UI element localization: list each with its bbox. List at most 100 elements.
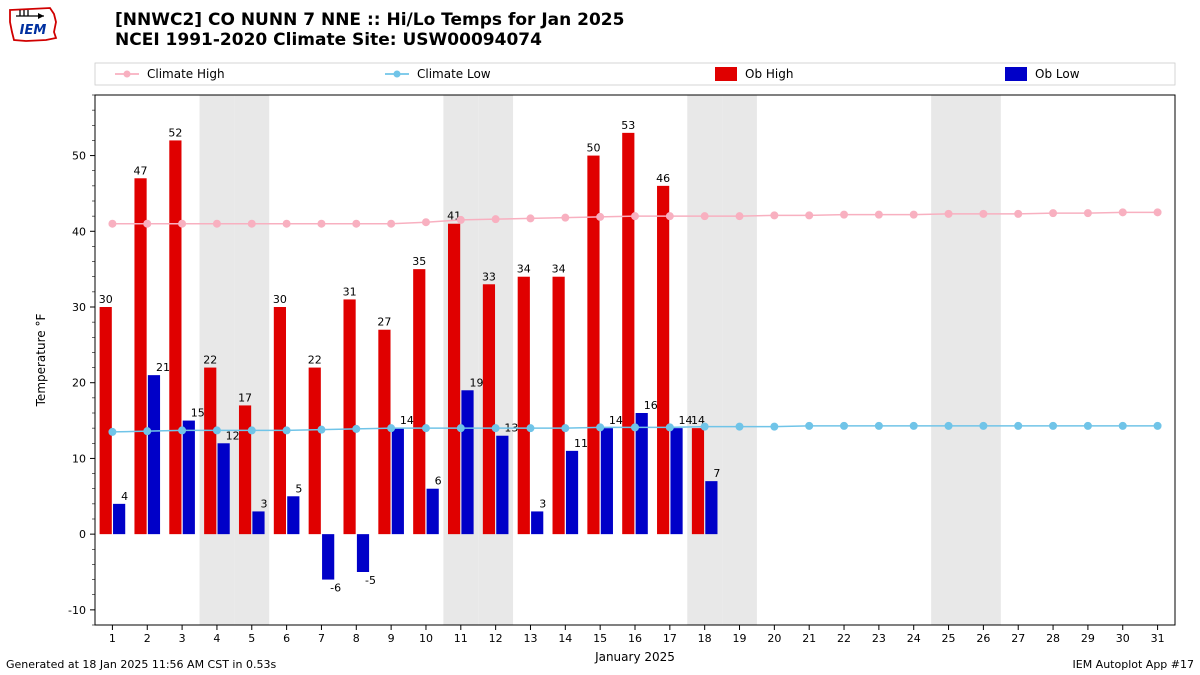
ob-high-label: 31 <box>343 285 357 298</box>
climate-high-marker <box>1154 209 1161 216</box>
svg-text:4: 4 <box>213 632 220 645</box>
ob-low-bar <box>322 534 334 579</box>
legend-ob-low: Ob Low <box>1035 67 1080 81</box>
climate-low-marker <box>283 427 290 434</box>
ob-low-label: 5 <box>295 482 302 495</box>
ob-high-bar <box>169 140 181 534</box>
ob-high-bar <box>343 299 355 534</box>
climate-low-marker <box>144 428 151 435</box>
climate-low-marker <box>945 422 952 429</box>
ob-low-bar <box>357 534 369 572</box>
climate-high-marker <box>457 216 464 223</box>
climate-high-marker <box>841 211 848 218</box>
climate-high-marker <box>910 211 917 218</box>
ob-low-label: 11 <box>574 437 588 450</box>
ob-high-label: 34 <box>517 263 531 276</box>
ob-low-label: 3 <box>260 497 267 510</box>
ob-high-label: 46 <box>656 172 670 185</box>
climate-low-marker <box>1084 422 1091 429</box>
ob-high-bar <box>622 133 634 534</box>
climate-high-marker <box>701 213 708 220</box>
svg-text:31: 31 <box>1151 632 1165 645</box>
ob-high-bar <box>378 330 390 534</box>
svg-text:30: 30 <box>1116 632 1130 645</box>
ob-high-bar <box>134 178 146 534</box>
legend-climate-low: Climate Low <box>417 67 491 81</box>
climate-low-marker <box>213 427 220 434</box>
svg-text:28: 28 <box>1046 632 1060 645</box>
ob-high-label: 50 <box>586 142 600 155</box>
svg-text:21: 21 <box>802 632 816 645</box>
ob-low-bar <box>183 421 195 535</box>
climate-low-marker <box>875 422 882 429</box>
ob-low-bar <box>461 390 473 534</box>
y-axis-label: Temperature °F <box>34 314 48 408</box>
climate-high-marker <box>980 210 987 217</box>
climate-high-marker <box>632 213 639 220</box>
climate-low-marker <box>771 423 778 430</box>
climate-high-marker <box>283 220 290 227</box>
ob-low-bar <box>252 511 264 534</box>
ob-high-label: 47 <box>134 164 148 177</box>
svg-text:19: 19 <box>733 632 747 645</box>
ob-high-label: 35 <box>412 255 426 268</box>
climate-low-marker <box>318 426 325 433</box>
ob-low-bar <box>148 375 160 534</box>
climate-low-marker <box>980 422 987 429</box>
ob-high-label: 17 <box>238 391 252 404</box>
climate-low-marker <box>562 425 569 432</box>
ob-high-label: 53 <box>621 119 635 132</box>
ob-low-label: -5 <box>365 574 376 587</box>
ob-high-bar <box>204 368 216 535</box>
svg-text:29: 29 <box>1081 632 1095 645</box>
climate-high-marker <box>736 213 743 220</box>
temperature-chart: -100102030405012345678910111213141516171… <box>0 0 1200 675</box>
ob-high-bar <box>518 277 530 534</box>
ob-low-label: -6 <box>330 582 341 595</box>
climate-low-marker <box>109 428 116 435</box>
ob-high-bar <box>657 186 669 534</box>
ob-low-bar <box>636 413 648 534</box>
ob-high-label: 52 <box>168 126 182 139</box>
ob-low-bar <box>531 511 543 534</box>
svg-text:14: 14 <box>558 632 572 645</box>
ob-low-bar <box>670 428 682 534</box>
svg-text:1: 1 <box>109 632 116 645</box>
climate-low-marker <box>841 422 848 429</box>
svg-text:17: 17 <box>663 632 677 645</box>
ob-high-label: 34 <box>552 263 566 276</box>
ob-high-label: 22 <box>308 354 322 367</box>
ob-low-bar <box>113 504 125 534</box>
climate-high-marker <box>1050 210 1057 217</box>
ob-high-bar <box>239 405 251 534</box>
ob-low-label: 14 <box>400 414 414 427</box>
legend-ob-high: Ob High <box>745 67 793 81</box>
climate-high-marker <box>144 220 151 227</box>
climate-low-marker <box>701 423 708 430</box>
climate-low-marker <box>1015 422 1022 429</box>
climate-low-marker <box>666 424 673 431</box>
ob-low-bar <box>496 436 508 534</box>
ob-low-label: 3 <box>539 497 546 510</box>
ob-high-bar <box>309 368 321 535</box>
climate-low-marker <box>632 424 639 431</box>
ob-low-label: 15 <box>191 407 205 420</box>
svg-text:6: 6 <box>283 632 290 645</box>
climate-high-marker <box>318 220 325 227</box>
climate-low-marker <box>597 424 604 431</box>
svg-text:2: 2 <box>144 632 151 645</box>
svg-text:0: 0 <box>79 528 86 541</box>
ob-low-bar <box>601 428 613 534</box>
climate-high-marker <box>875 211 882 218</box>
svg-text:25: 25 <box>942 632 956 645</box>
climate-high-marker <box>388 220 395 227</box>
ob-high-bar <box>692 428 704 534</box>
climate-low-marker <box>736 423 743 430</box>
ob-low-bar <box>287 496 299 534</box>
svg-text:26: 26 <box>976 632 990 645</box>
ob-high-bar <box>413 269 425 534</box>
climate-high-marker <box>945 210 952 217</box>
climate-low-marker <box>388 425 395 432</box>
svg-text:11: 11 <box>454 632 468 645</box>
svg-text:30: 30 <box>72 301 86 314</box>
